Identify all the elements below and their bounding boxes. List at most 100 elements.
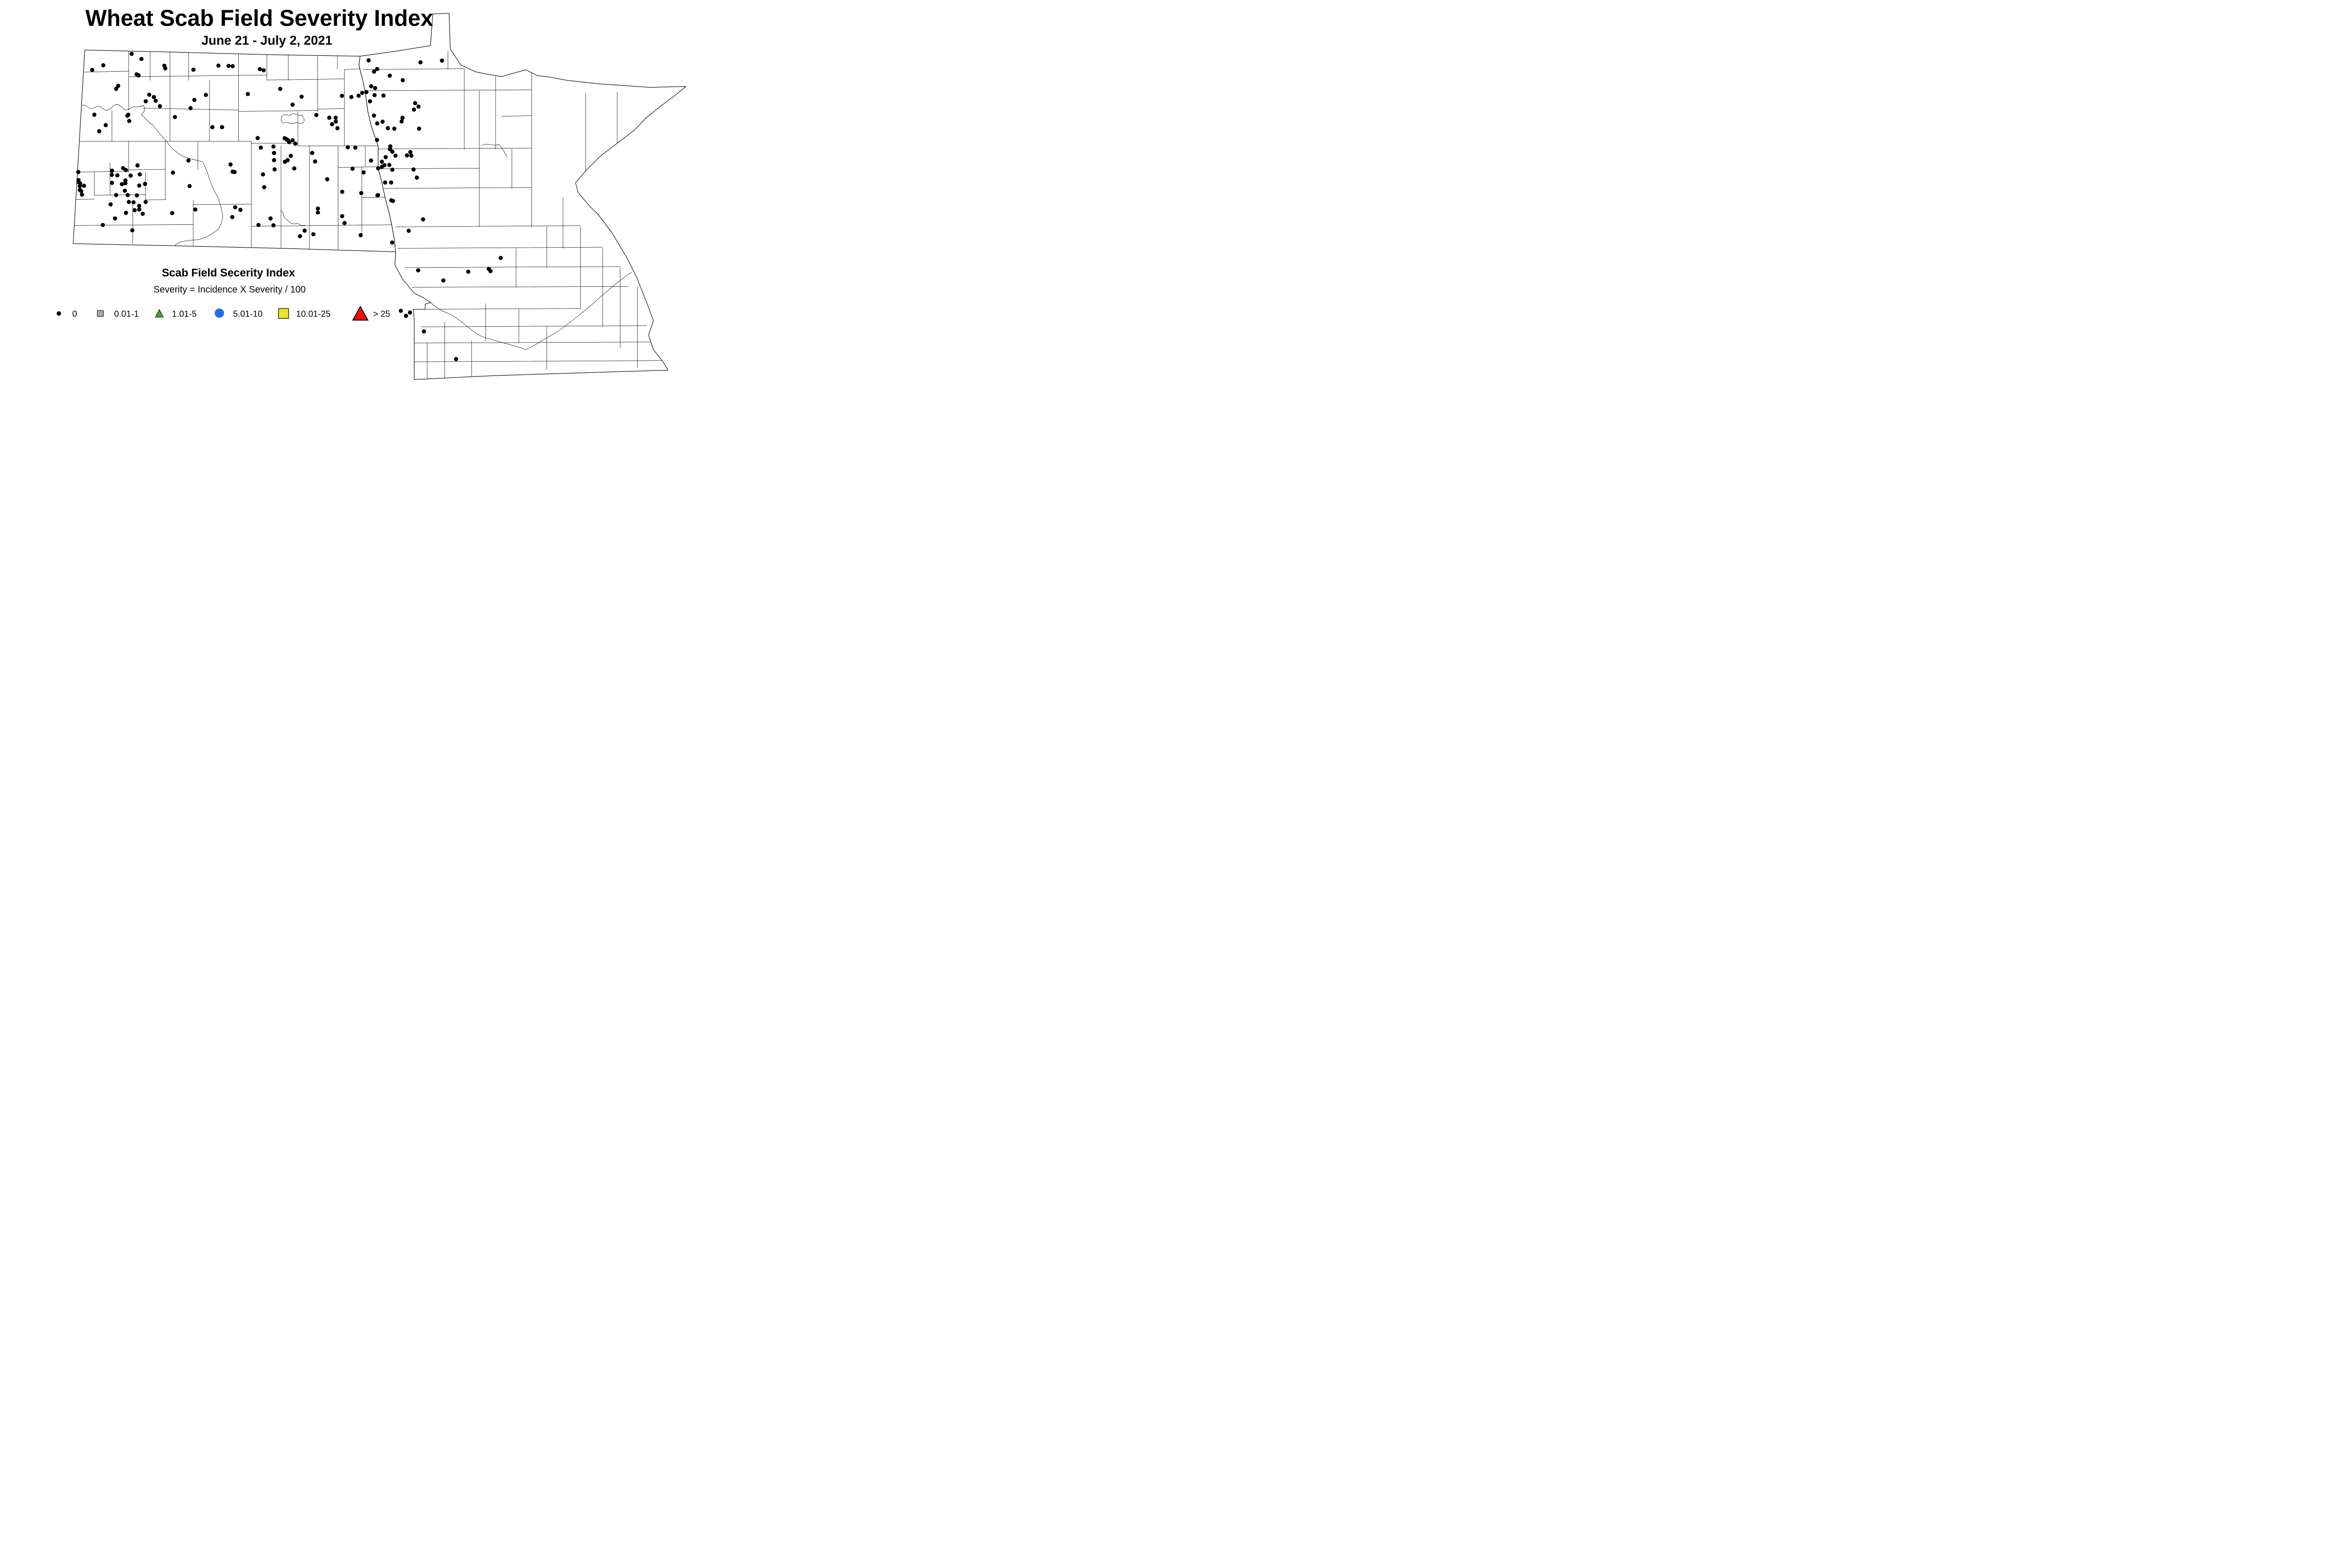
- severity-0-point: [411, 167, 416, 172]
- severity-0-point: [349, 94, 354, 99]
- severity-0-point: [383, 155, 388, 160]
- severity-0-point: [116, 83, 121, 88]
- severity-0-point: [226, 63, 231, 68]
- minnesota-outline: [358, 13, 686, 380]
- severity-0-point: [90, 67, 94, 72]
- legend-symbol-blue-circle-icon: [215, 308, 224, 318]
- severity-0-point: [101, 63, 106, 67]
- severity-0-point: [387, 73, 392, 78]
- severity-0-point: [366, 58, 371, 63]
- severity-0-point: [373, 86, 377, 90]
- severity-0-point: [330, 122, 335, 127]
- severity-0-point: [400, 115, 405, 120]
- severity-0-point: [238, 208, 243, 212]
- severity-0-point: [411, 107, 416, 112]
- severity-0-point: [272, 151, 276, 155]
- severity-0-point: [110, 181, 114, 185]
- severity-0-point: [129, 52, 134, 56]
- severity-0-point: [193, 207, 198, 212]
- legend-title: Scab Field Secerity Index: [162, 267, 296, 279]
- severity-0-point: [422, 329, 426, 334]
- severity-0-point: [314, 113, 319, 117]
- severity-0-point: [122, 188, 127, 193]
- severity-0-point: [130, 228, 135, 233]
- severity-0-point: [368, 99, 372, 104]
- severity-0-point: [268, 216, 273, 221]
- severity-0-point: [345, 145, 350, 149]
- severity-0-point: [77, 184, 82, 188]
- severity-0-point: [289, 154, 293, 158]
- severity-0-point: [261, 172, 265, 177]
- legend-symbol-green-triangle-icon: [155, 309, 164, 318]
- severity-0-point: [415, 175, 419, 180]
- severity-0-point: [163, 66, 168, 71]
- severity-0-point: [372, 113, 376, 118]
- severity-0-point: [187, 184, 192, 188]
- severity-0-point: [488, 269, 493, 274]
- severity-0-point: [409, 153, 414, 158]
- severity-0-point: [210, 125, 215, 129]
- severity-0-point: [191, 67, 196, 72]
- severity-0-point: [290, 138, 295, 142]
- severity-0-point: [137, 172, 142, 177]
- severity-points-layer: [76, 52, 503, 362]
- creek-line: [281, 210, 305, 226]
- severity-0-point: [141, 211, 145, 216]
- severity-0-point: [440, 58, 444, 63]
- legend-label-0: 0: [72, 309, 77, 318]
- severity-0-point: [230, 215, 235, 219]
- severity-0-point: [103, 123, 108, 128]
- severity-0-point: [139, 57, 144, 61]
- severity-0-point: [389, 180, 393, 185]
- legend-label-001-1: 0.01-1: [114, 309, 139, 318]
- severity-0-point: [80, 192, 84, 197]
- severity-0-point: [143, 99, 148, 104]
- severity-0-point: [143, 182, 148, 186]
- severity-0-point: [316, 210, 320, 215]
- severity-0-point: [416, 268, 420, 273]
- severity-0-point: [135, 193, 139, 198]
- severity-0-point: [400, 78, 405, 82]
- severity-0-point: [115, 173, 120, 178]
- severity-0-point: [379, 159, 384, 164]
- severity-0-point: [246, 92, 250, 96]
- minnesota-county-lines: [363, 51, 664, 380]
- severity-0-point: [132, 208, 137, 213]
- severity-0-point: [256, 136, 260, 141]
- severity-0-point: [101, 222, 105, 227]
- severity-0-point: [153, 98, 158, 103]
- severity-0-point: [232, 170, 237, 175]
- severity-0-point: [404, 314, 408, 318]
- severity-0-point: [137, 203, 141, 208]
- severity-0-point: [285, 158, 290, 162]
- north-dakota-outline: [73, 49, 396, 252]
- severity-0-point: [466, 269, 471, 274]
- severity-0-point: [135, 163, 140, 168]
- map-canvas: Wheat Scab Field Severity Index June 21 …: [56, 6, 686, 380]
- severity-0-point: [380, 119, 385, 124]
- severity-0-point: [137, 183, 141, 188]
- severity-0-point: [293, 141, 298, 146]
- severity-0-point: [353, 145, 358, 150]
- severity-0-point: [262, 68, 266, 73]
- severity-0-point: [333, 115, 338, 120]
- severity-0-point: [271, 144, 276, 149]
- severity-0-point: [298, 234, 303, 239]
- severity-0-point: [350, 166, 355, 171]
- severity-0-point: [390, 168, 395, 172]
- severity-0-point: [372, 93, 377, 97]
- severity-0-point: [406, 229, 411, 233]
- severity-0-point: [136, 73, 141, 78]
- severity-0-point: [110, 168, 114, 173]
- severity-0-point: [385, 126, 390, 130]
- severity-0-point: [361, 170, 366, 175]
- severity-0-point: [188, 106, 193, 110]
- severity-0-point: [262, 185, 267, 189]
- severity-0-point: [340, 214, 344, 218]
- severity-0-point: [290, 102, 295, 107]
- missouri-river-line: [81, 104, 223, 252]
- severity-0-point: [186, 158, 191, 163]
- severity-0-point: [81, 183, 86, 188]
- severity-0-point: [418, 60, 423, 65]
- severity-0-point: [372, 69, 377, 74]
